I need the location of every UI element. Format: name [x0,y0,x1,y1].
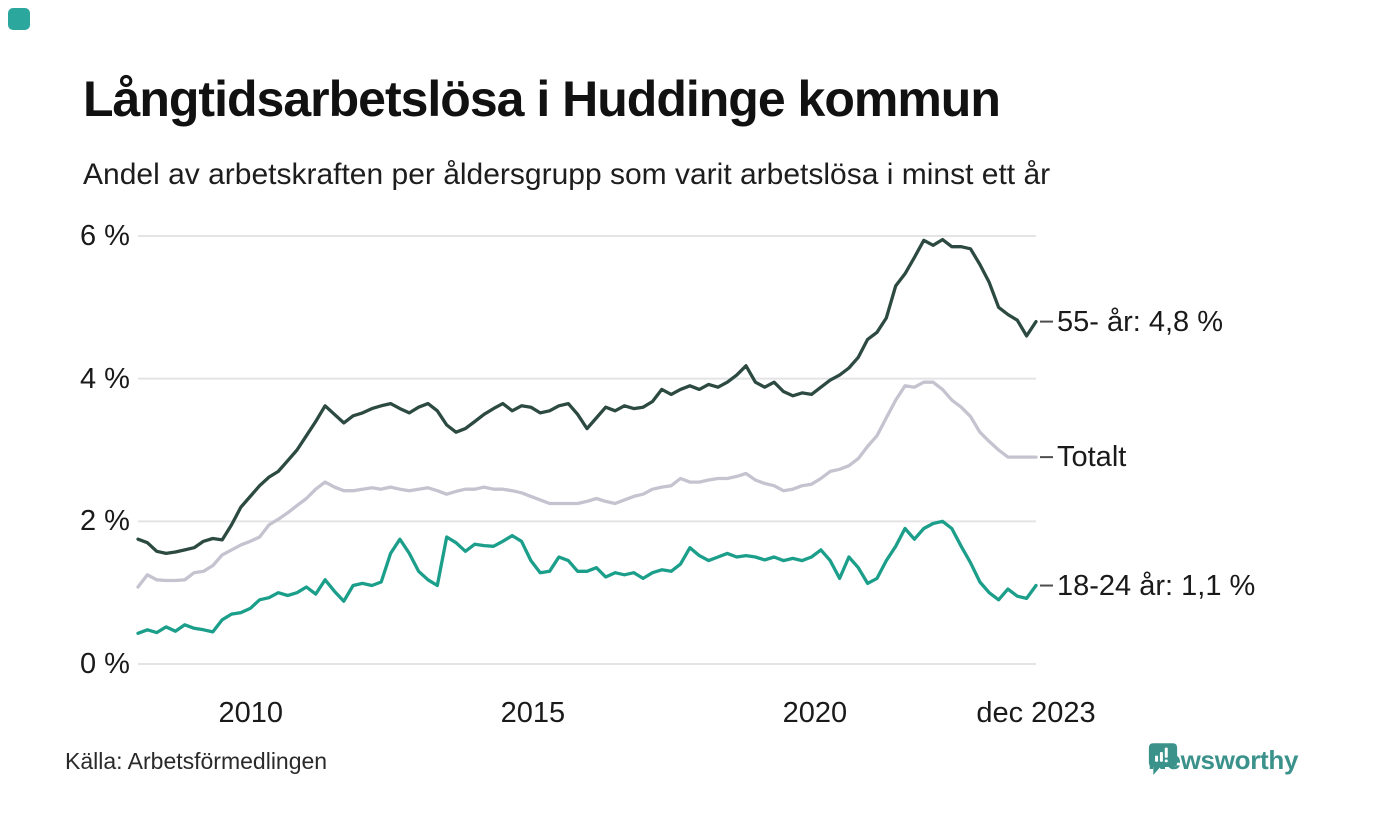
series-end-label: 18-24 år: 1,1 % [1057,569,1256,602]
speech-bubble-bar-chart-icon [1148,743,1178,775]
brand-corner-square [8,8,30,30]
y-axis-tick-label: 0 % [80,648,130,680]
x-axis-tick-label: 2010 [218,697,284,729]
x-axis-tick-label: 2015 [500,697,566,729]
x-axis-tick-label: dec 2023 [976,697,1096,729]
newsworthy-logo: Newsworthy [1148,742,1298,776]
page-subtitle: Andel av arbetskraften per åldersgrupp s… [83,158,1051,191]
series-line-Totalt [136,380,1038,589]
x-axis-tick-label: 2020 [782,697,848,729]
y-axis-tick-label: 2 % [80,505,130,538]
series-line-55- år [136,237,1038,556]
page-title: Långtidsarbetslösa i Huddinge kommun [83,71,1001,127]
series-end-label: Totalt [1057,441,1127,474]
series-line-18-24 år [136,519,1038,635]
source-note: Källa: Arbetsförmedlingen [65,748,328,774]
y-axis-tick-label: 4 % [80,362,130,395]
y-axis-tick-label: 6 % [80,220,130,252]
series-end-label: 55- år: 4,8 % [1057,305,1224,338]
